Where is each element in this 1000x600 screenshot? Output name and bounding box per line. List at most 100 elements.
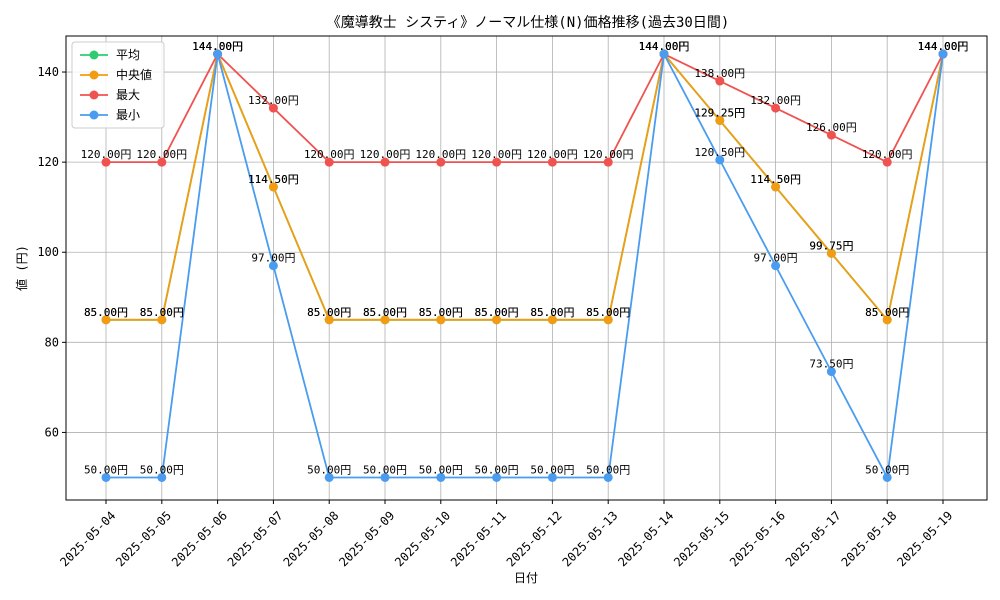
series-3-point — [938, 49, 948, 59]
series-3-data-label: 120.50円 — [694, 146, 745, 159]
series-1-point — [324, 315, 334, 325]
series-1-data-label: 129.25円 — [694, 106, 745, 119]
x-tick-label: 2025-05-11 — [448, 508, 509, 569]
y-tick-label: 80 — [45, 335, 59, 349]
series-line-2 — [106, 52, 944, 164]
x-axis-ticks: 2025-05-042025-05-052025-05-062025-05-07… — [57, 500, 955, 569]
x-tick-label: 2025-05-13 — [560, 508, 621, 569]
series-2-data-label: 144.00円 — [192, 40, 243, 53]
series-1-point — [715, 115, 725, 125]
legend-swatch-marker — [89, 110, 99, 120]
series-3-point — [101, 472, 111, 482]
series-1-point — [380, 315, 390, 325]
series-0-data-label: 85.00円 — [140, 306, 184, 319]
series-3-point — [715, 155, 725, 165]
series-0-data-label: 85.00円 — [530, 306, 574, 319]
series-1-data-label: 144.00円 — [639, 40, 690, 53]
series-0-data-label: 114.50円 — [750, 173, 801, 186]
series-3-point — [882, 472, 892, 482]
series-line-3 — [106, 51, 944, 481]
series-2-data-label: 138.00円 — [694, 67, 745, 80]
y-tick-label: 60 — [45, 425, 59, 439]
series-1-point — [547, 315, 557, 325]
series-2-point — [101, 157, 111, 167]
series-3-data-label: 50.00円 — [84, 463, 128, 476]
series-layer — [101, 49, 948, 482]
data-labels-layer: 85.00円 85.00円 144.00円 114.50円 85.00円 85.00円 85… — [81, 40, 969, 476]
series-3-point — [492, 472, 502, 482]
series-1-point — [771, 182, 781, 192]
series-1-point — [101, 315, 111, 325]
y-tick-label: 140 — [37, 65, 59, 79]
series-1-data-label: 85.00円 — [586, 306, 630, 319]
series-2-point — [157, 157, 167, 167]
legend-frame — [71, 41, 165, 129]
series-3-data-label: 50.00円 — [475, 463, 519, 476]
series-1-point — [882, 315, 892, 325]
series-2-data-label: 120.00円 — [583, 148, 634, 161]
series-2-data-label: 120.00円 — [136, 148, 187, 161]
x-tick-label: 2025-05-12 — [504, 508, 565, 569]
series-3-point — [436, 472, 446, 482]
series-2-point — [547, 157, 557, 167]
series-1-data-label: 85.00円 — [865, 306, 909, 319]
series-2-point — [380, 157, 390, 167]
series-0-data-label: 85.00円 — [419, 306, 463, 319]
legend-entry-label: 平均 — [116, 48, 140, 62]
x-tick-label: 2025-05-05 — [113, 508, 174, 569]
series-3-data-label: 144.00円 — [639, 40, 690, 53]
series-2-point — [436, 157, 446, 167]
series-0-data-label: 144.00円 — [639, 40, 690, 53]
series-1-data-label: 85.00円 — [419, 306, 463, 319]
series-1-point — [157, 315, 167, 325]
series-2-data-label: 120.00円 — [415, 148, 466, 161]
series-2-data-label: 132.00円 — [248, 94, 299, 107]
series-1-point — [268, 182, 278, 192]
series-1-data-label: 85.00円 — [475, 306, 519, 319]
series-1-data-label: 144.00円 — [918, 40, 969, 53]
series-0-data-label: 99.75円 — [809, 239, 853, 252]
series-2-data-label: 126.00円 — [806, 121, 857, 134]
legend-swatch-marker — [89, 50, 99, 60]
series-line-1 — [106, 51, 944, 322]
series-0-data-label: 85.00円 — [363, 306, 407, 319]
series-2-data-label: 144.00円 — [639, 40, 690, 53]
series-2-point — [268, 103, 278, 113]
series-2-point — [492, 157, 502, 167]
series-3-data-label: 50.00円 — [363, 463, 407, 476]
series-3-data-label: 50.00円 — [865, 463, 909, 476]
series-3-data-label: 50.00円 — [586, 463, 630, 476]
series-0-data-label: 85.00円 — [586, 306, 630, 319]
y-tick-label: 100 — [37, 245, 59, 259]
series-3-data-label: 144.00円 — [918, 40, 969, 53]
y-axis-label: 値 (円) — [14, 245, 29, 291]
legend-entry-label: 最大 — [116, 88, 140, 102]
series-3-data-label: 50.00円 — [419, 463, 463, 476]
series-0-data-label: 114.50円 — [248, 173, 299, 186]
series-2-data-label: 120.00円 — [360, 148, 411, 161]
x-tick-label: 2025-05-07 — [225, 508, 286, 569]
series-1-data-label: 85.00円 — [140, 306, 184, 319]
series-2-data-label: 120.00円 — [527, 148, 578, 161]
series-2-data-label: 120.00円 — [471, 148, 522, 161]
series-3-point — [213, 49, 223, 59]
x-tick-label: 2025-05-09 — [336, 508, 397, 569]
series-3-point — [547, 472, 557, 482]
series-1-data-label: 85.00円 — [530, 306, 574, 319]
series-0-data-label: 85.00円 — [307, 306, 351, 319]
series-1-data-label: 85.00円 — [307, 306, 351, 319]
series-2-point — [324, 157, 334, 167]
series-3-point — [771, 261, 781, 271]
series-3-point — [603, 472, 613, 482]
y-tick-label: 120 — [37, 155, 59, 169]
grid-lines — [66, 36, 987, 500]
series-1-point — [603, 315, 613, 325]
series-1-data-label: 114.50円 — [248, 173, 299, 186]
series-3-data-label: 73.50円 — [809, 358, 853, 371]
series-2-point — [771, 103, 781, 113]
series-3-point — [324, 472, 334, 482]
x-tick-label: 2025-05-17 — [783, 508, 844, 569]
series-3-point — [380, 472, 390, 482]
series-0-data-label: 144.00円 — [918, 40, 969, 53]
x-tick-label: 2025-05-16 — [727, 508, 788, 569]
